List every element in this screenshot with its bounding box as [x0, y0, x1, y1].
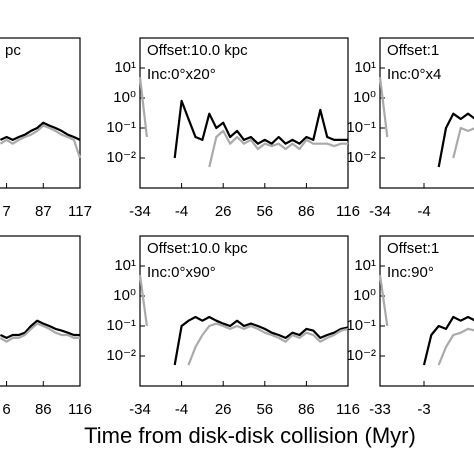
data-line: [0, 322, 80, 343]
x-tick-label: 56: [256, 203, 273, 220]
x-tick-label: 87: [35, 203, 52, 220]
x-tick-label: 86: [298, 401, 315, 418]
x-tick-label: -4: [175, 401, 188, 418]
x-tick-label: -4: [417, 203, 430, 220]
x-tick-label: 86: [298, 203, 315, 220]
axes-frame: [139, 37, 349, 189]
data-line: [138, 76, 348, 168]
annotation: Offset:10.0 kpc: [147, 240, 248, 257]
data-line: [138, 274, 349, 366]
x-tick-label: 86: [35, 401, 52, 418]
annotation: Inc:0°x4: [387, 66, 441, 83]
x-tick-label: 26: [215, 401, 232, 418]
y-tick-label: 10⁻¹: [106, 317, 136, 334]
x-tick-label: -3: [417, 401, 430, 418]
annotation: Inc:90°: [387, 264, 434, 281]
y-tick-label: 10⁻²: [106, 347, 136, 364]
y-tick-label: 10¹: [114, 59, 136, 76]
data-line: [0, 319, 80, 339]
x-tick-label: 26: [215, 203, 232, 220]
annotation: Inc:0°x20°: [147, 66, 216, 83]
x-tick-label: 117: [68, 203, 92, 220]
y-tick-label: 10⁻²: [106, 149, 136, 166]
x-axis-label: Time from disk-disk collision (Myr): [84, 423, 416, 448]
x-tick-label: 116: [68, 401, 92, 418]
y-tick-label: 10⁰: [113, 89, 136, 106]
data-line: [437, 112, 474, 168]
axes-frame: [0, 37, 81, 189]
x-tick-label: -33: [369, 401, 391, 418]
x-tick-label: -34: [129, 203, 151, 220]
y-tick-label: 10⁻¹: [106, 119, 136, 136]
x-tick-label: 7: [2, 203, 10, 220]
x-tick-label: -34: [129, 401, 151, 418]
y-tick-label: 10⁰: [113, 287, 136, 304]
y-tick-label: 10⁰: [353, 89, 376, 106]
annotation: Offset:10.0 kpc: [147, 42, 248, 59]
annotation: Offset:1: [387, 42, 439, 59]
x-tick-label: -34: [369, 203, 391, 220]
x-tick-label: 116: [336, 203, 360, 220]
axes-frame: [0, 235, 81, 387]
x-tick-label: 6: [2, 401, 10, 418]
data-line: [422, 315, 474, 366]
y-tick-label: 10⁰: [353, 287, 376, 304]
y-tick-label: 10⁻¹: [346, 317, 376, 334]
y-tick-label: 10⁻²: [346, 347, 376, 364]
data-line: [0, 124, 82, 159]
data-line: [0, 121, 81, 141]
y-tick-label: 10¹: [354, 59, 376, 76]
x-tick-label: 116: [336, 401, 360, 418]
axes-frame: [139, 235, 349, 387]
annotation: pc: [5, 42, 21, 59]
annotation: Offset:1: [387, 240, 439, 257]
axes-frame: [379, 235, 474, 387]
axes-frame: [379, 37, 474, 189]
y-tick-label: 10⁻¹: [346, 119, 376, 136]
y-tick-label: 10¹: [114, 257, 136, 274]
x-tick-label: 56: [256, 401, 273, 418]
y-tick-label: 10⁻²: [346, 149, 376, 166]
y-tick-label: 10¹: [354, 257, 376, 274]
annotation: Inc:0°x90°: [147, 264, 216, 281]
data-line: [173, 315, 349, 366]
x-tick-label: -4: [175, 203, 188, 220]
data-line: [173, 99, 348, 159]
data-line: [378, 76, 474, 159]
data-line: [378, 274, 474, 366]
